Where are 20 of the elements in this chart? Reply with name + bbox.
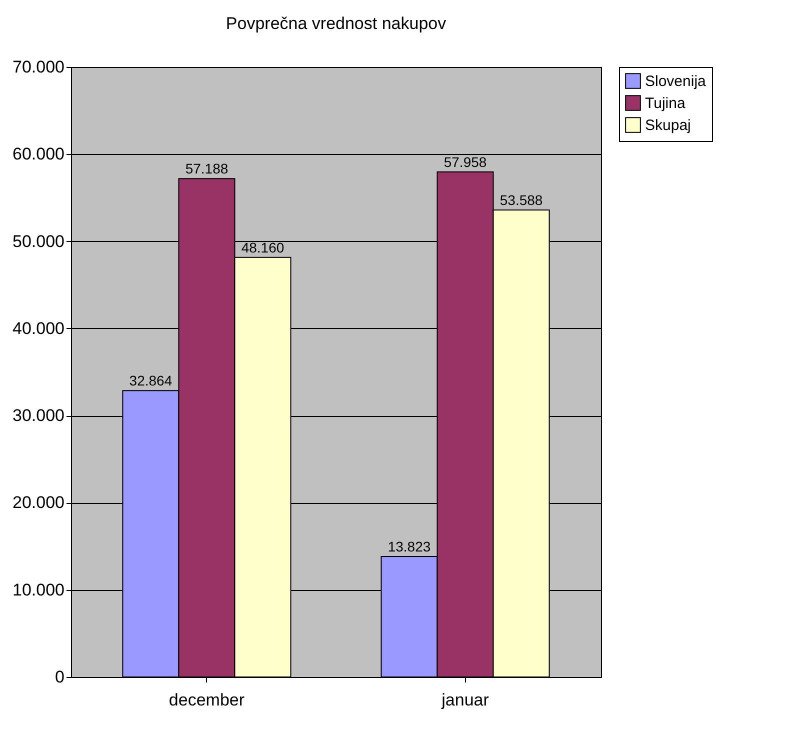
legend-label: Skupaj	[645, 117, 691, 134]
y-tick-label: 0	[55, 668, 64, 686]
data-label: 57.958	[444, 154, 487, 170]
data-label: 53.588	[500, 192, 543, 208]
data-label: 57.188	[185, 160, 228, 177]
y-tick-label: 70.000	[12, 58, 64, 76]
data-label: 32.864	[129, 372, 172, 389]
y-tick-label: 30.000	[12, 406, 64, 426]
data-label: 48.160	[241, 239, 284, 256]
y-tick-label: 60.000	[12, 144, 64, 164]
legend-label: Slovenija	[645, 73, 707, 90]
legend-label: Tujina	[645, 95, 686, 112]
x-tick-label: december	[168, 690, 245, 710]
y-tick-label: 10.000	[12, 580, 64, 600]
y-tick-label: 20.000	[12, 493, 64, 512]
y-tick-label: 50.000	[12, 232, 64, 251]
y-tick-label: 40.000	[12, 318, 64, 338]
data-label: 13.823	[388, 538, 431, 555]
x-tick-label: januar	[440, 690, 490, 710]
chart-title: Povprečna vrednost nakupov	[226, 14, 447, 33]
